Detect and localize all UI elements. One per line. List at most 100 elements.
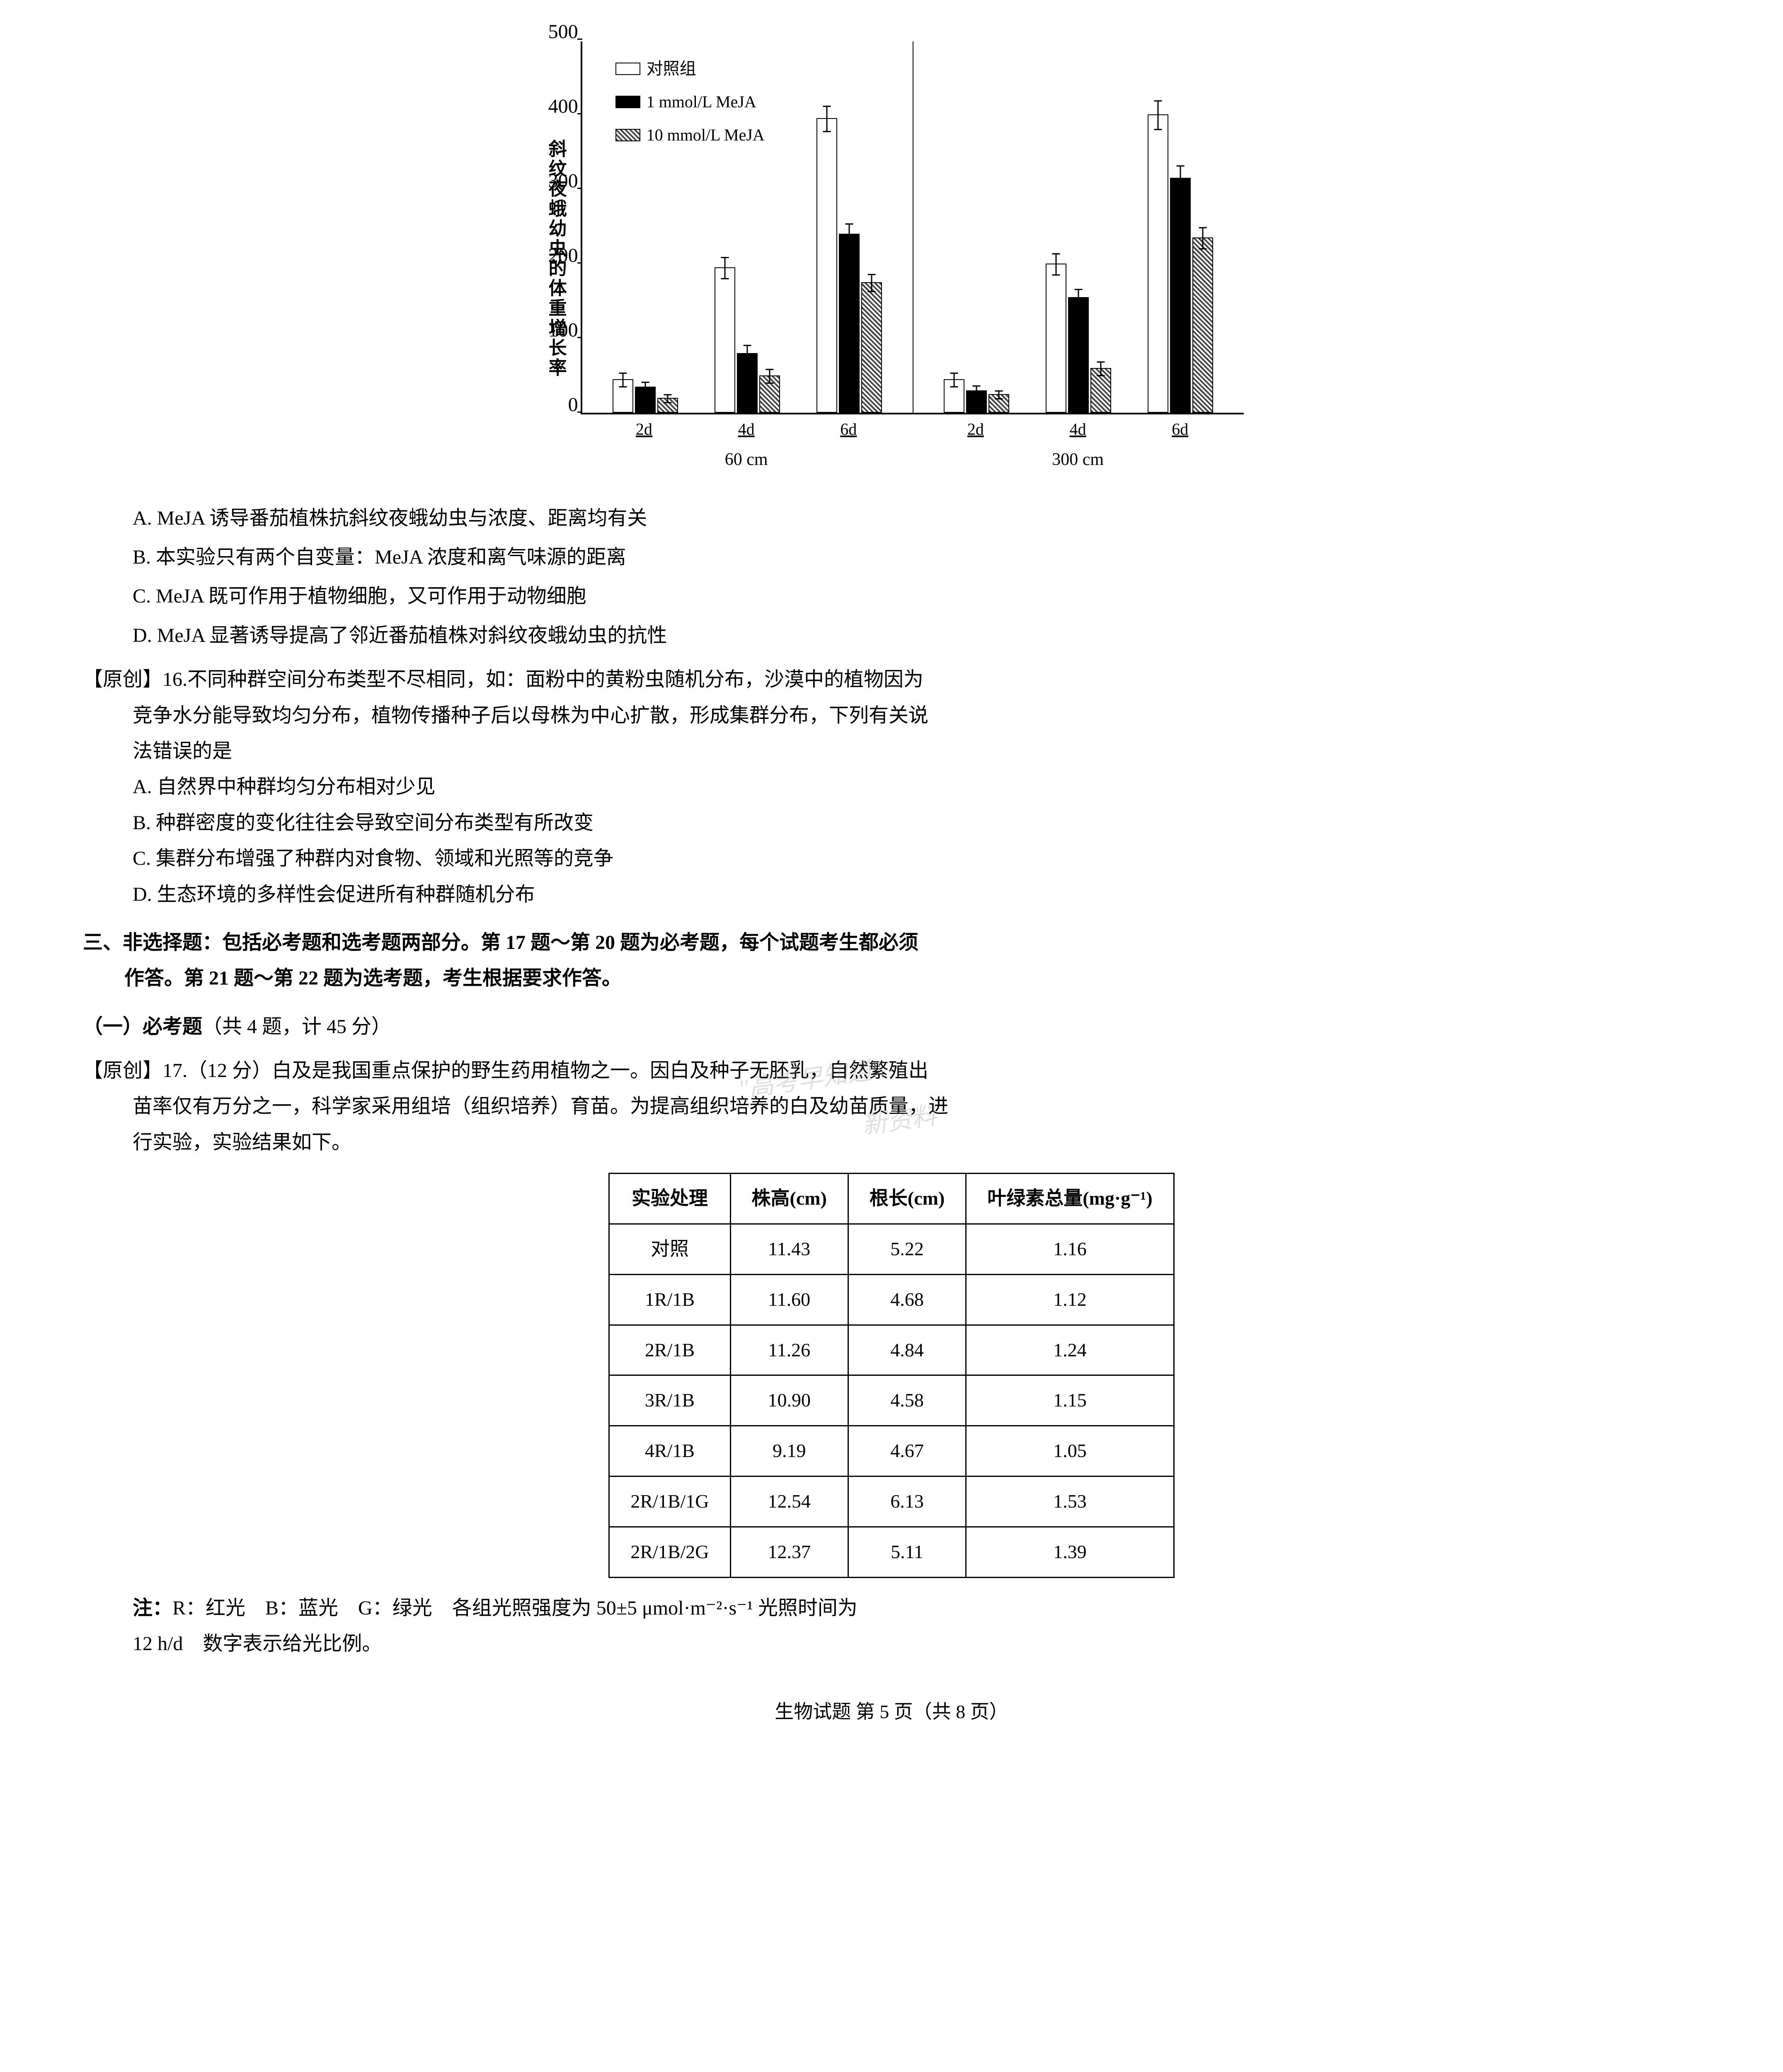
table-cell: 4.68	[848, 1274, 966, 1325]
error-cap	[823, 131, 831, 132]
error-bar	[623, 373, 624, 387]
error-cap	[1052, 274, 1060, 276]
table-cell: 1.24	[966, 1325, 1174, 1375]
q17-block: 【原创】17.（12 分）白及是我国重点保护的野生药用植物之一。因白及种子无胚乳…	[33, 1053, 1750, 1160]
distance-group	[582, 41, 913, 413]
y-tick-label: 100	[541, 312, 578, 348]
q16-option-a: A. 自然界中种群均匀分布相对少见	[83, 769, 1700, 805]
q17-prefix: 【原创】17.（12 分）	[83, 1060, 272, 1082]
chart-plot-area: 对照组1 mmol/L MeJA10 mmol/L MeJA 010020030…	[581, 41, 1244, 414]
table-cell: 12.54	[730, 1477, 848, 1527]
error-bar	[769, 369, 770, 384]
table-cell: 2R/1B/1G	[609, 1477, 730, 1527]
q17-line3: 行实验，实验结果如下。	[83, 1125, 1700, 1160]
y-tick-mark	[577, 262, 582, 264]
chart-bar	[966, 390, 987, 413]
table-cell: 11.26	[730, 1325, 848, 1375]
day-group	[944, 41, 1009, 413]
q16-line1: 【原创】16.不同种群空间分布类型不尽相同，如：面粉中的黄粉虫随机分布，沙漠中的…	[83, 662, 1700, 697]
y-tick-label: 0	[541, 387, 578, 423]
error-cap	[619, 373, 627, 374]
table-row: 1R/1B11.604.681.12	[609, 1274, 1174, 1325]
table-cell: 4R/1B	[609, 1426, 730, 1477]
chart-bars	[582, 41, 1244, 413]
error-bar	[747, 345, 748, 363]
error-cap	[642, 382, 649, 383]
error-bar	[1100, 361, 1102, 376]
chart-x-day-labels: 2d4d6d2d4d6d	[581, 414, 1244, 444]
q16-line2: 竞争水分能导致均匀分布，植物传播种子后以母株为中心扩散，形成集群分布，下列有关说	[83, 698, 1700, 733]
error-bar	[1078, 289, 1079, 307]
experiment-table: 实验处理株高(cm)根长(cm)叶绿素总量(mg·g⁻¹)对照11.435.22…	[608, 1173, 1174, 1578]
table-cell: 1.53	[966, 1477, 1174, 1527]
subsection-normal: （共 4 题，计 45 分）	[202, 1016, 391, 1038]
y-tick-label: 400	[541, 89, 578, 124]
note-line1: 注：R：红光 B：蓝光 G：绿光 各组光照强度为 50±5 μmol·m⁻²·s…	[133, 1590, 1700, 1626]
table-cell: 1.12	[966, 1274, 1174, 1325]
q16-line3: 法错误的是	[83, 733, 1700, 769]
error-cap	[766, 382, 774, 384]
table-cell: 11.60	[730, 1274, 848, 1325]
day-group	[1046, 41, 1111, 413]
chart-bar	[1046, 264, 1066, 413]
y-tick-label: 300	[541, 163, 578, 199]
table-note: 注：R：红光 B：蓝光 G：绿光 各组光照强度为 50±5 μmol·m⁻²·s…	[33, 1590, 1750, 1662]
x-day-label: 4d	[738, 414, 755, 444]
error-bar	[998, 390, 1000, 399]
note-line2: 12 h/d 数字表示给光比例。	[133, 1626, 1700, 1662]
chart-x-distance-labels: 60 cm300 cm	[581, 444, 1244, 476]
error-bar	[1056, 253, 1057, 276]
x-day-label: 2d	[967, 414, 984, 444]
table-header-cell: 株高(cm)	[730, 1174, 848, 1224]
chart-bar	[759, 375, 780, 413]
x-distance-label: 300 cm	[912, 444, 1244, 476]
error-cap	[1199, 227, 1206, 228]
table-row: 4R/1B9.194.671.05	[609, 1426, 1174, 1477]
y-tick-label: 200	[541, 238, 578, 274]
q16-block: 【原创】16.不同种群空间分布类型不尽相同，如：面粉中的黄粉虫随机分布，沙漠中的…	[33, 662, 1750, 913]
chart-bar	[1192, 237, 1213, 413]
x-day-label-group: 2d4d6d	[912, 414, 1244, 444]
table-cell: 1R/1B	[609, 1274, 730, 1325]
table-row: 2R/1B11.264.841.24	[609, 1325, 1174, 1375]
table-cell: 11.43	[730, 1224, 848, 1275]
note-bold: 注：	[133, 1597, 172, 1619]
table-cell: 4.84	[848, 1325, 966, 1375]
error-bar	[667, 394, 669, 403]
table-header-cell: 叶绿素总量(mg·g⁻¹)	[966, 1174, 1174, 1224]
table-cell: 10.90	[730, 1375, 848, 1426]
error-cap	[1052, 253, 1060, 254]
table-cell: 5.22	[848, 1224, 966, 1275]
section3-line2: 作答。第 21 题～第 22 题为选考题，考生根据要求作答。	[83, 961, 1700, 996]
day-group	[816, 41, 882, 413]
error-cap	[1154, 100, 1162, 102]
q15-option-a: A. MeJA 诱导番茄植株抗斜纹夜蛾幼虫与浓度、距离均有关	[33, 501, 1750, 536]
y-tick-mark	[577, 113, 582, 114]
chart-bar	[613, 379, 633, 413]
error-bar	[871, 274, 872, 292]
y-tick-mark	[577, 39, 582, 40]
error-bar	[1180, 165, 1181, 192]
error-cap	[1154, 129, 1162, 130]
error-cap	[995, 398, 1003, 399]
page-footer: 生物试题 第 5 页（共 8 页）	[33, 1695, 1750, 1729]
error-bar	[848, 223, 850, 246]
table-cell: 3R/1B	[609, 1375, 730, 1426]
chart-bar	[1148, 114, 1168, 413]
table-header-cell: 实验处理	[609, 1174, 730, 1224]
table-cell: 4.67	[848, 1426, 966, 1477]
y-tick-mark	[577, 411, 582, 413]
table-cell: 6.13	[848, 1477, 966, 1527]
q16-option-d: D. 生态环境的多样性会促进所有种群随机分布	[83, 877, 1700, 913]
distance-group	[913, 41, 1244, 413]
error-cap	[664, 394, 672, 395]
error-cap	[1075, 289, 1083, 290]
error-cap	[721, 278, 729, 279]
error-bar	[976, 385, 977, 397]
table-cell: 1.39	[966, 1527, 1174, 1577]
error-cap	[1199, 248, 1206, 249]
table-row: 2R/1B/1G12.546.131.53	[609, 1477, 1174, 1527]
q16-prefix: 【原创】16.	[83, 668, 187, 690]
q16-option-b: B. 种群密度的变化往往会导致空间分布类型有所改变	[83, 805, 1700, 841]
subsection-1: （一）必考题（共 4 题，计 45 分）	[33, 1009, 1750, 1045]
